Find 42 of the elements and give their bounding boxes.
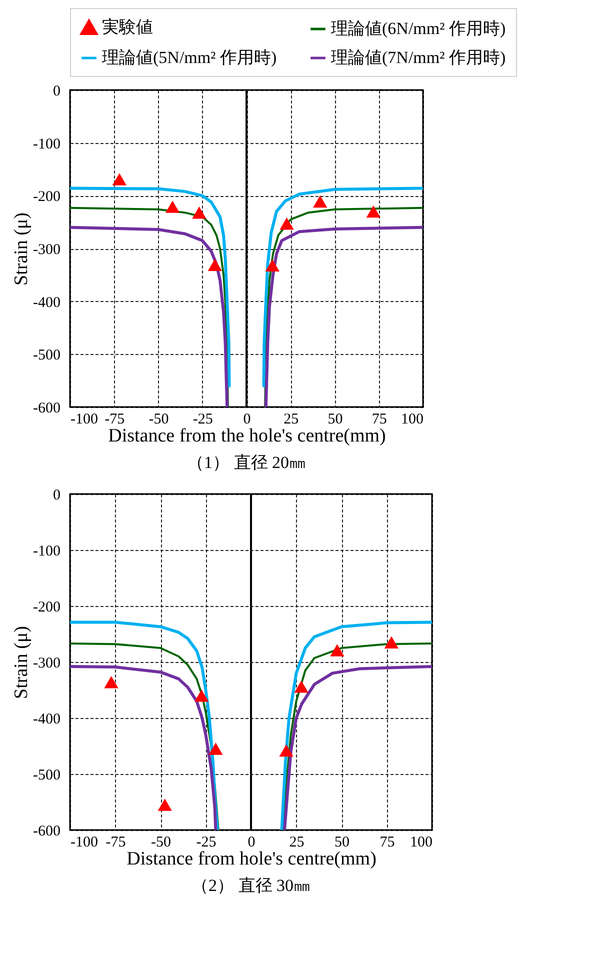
y-tick-label: 0 bbox=[53, 84, 60, 100]
x-tick-label: 25 bbox=[284, 412, 299, 428]
text: （2） 直径 30㎜ bbox=[192, 876, 310, 895]
x-tick-label: -75 bbox=[104, 412, 125, 428]
y-tick-label: -300 bbox=[33, 242, 60, 258]
y-tick-label: -100 bbox=[33, 136, 60, 152]
x-tick-label: 25 bbox=[289, 834, 304, 850]
legend-label: 理論値(5N/mm² 作用時) bbox=[102, 48, 277, 67]
y-axis-title: Strain (μ) bbox=[11, 212, 32, 286]
y-tick-label: -600 bbox=[33, 400, 60, 416]
x-tick-label: -25 bbox=[196, 834, 216, 850]
y-tick-label: 0 bbox=[53, 488, 60, 504]
x-tick-label: 100 bbox=[410, 834, 432, 850]
x-tick-label: 75 bbox=[372, 412, 387, 428]
text: （1） 直径 20㎜ bbox=[187, 453, 306, 472]
y-tick-label: -600 bbox=[33, 824, 60, 840]
y-tick-label: -200 bbox=[33, 600, 60, 616]
y-tick-label: -300 bbox=[33, 656, 60, 672]
x-tick-label: -100 bbox=[70, 412, 98, 428]
x-tick-label: -100 bbox=[70, 834, 98, 850]
x-tick-label: 100 bbox=[401, 412, 424, 428]
y-tick-label: -400 bbox=[33, 294, 60, 311]
y-tick-label: -400 bbox=[33, 712, 60, 728]
x-tick-label: 0 bbox=[243, 412, 251, 428]
y-axis-title: Strain (μ) bbox=[11, 626, 32, 699]
x-tick-label: 50 bbox=[328, 412, 343, 428]
x-tick-label: -50 bbox=[151, 834, 171, 850]
x-tick-label: 75 bbox=[380, 834, 395, 850]
x-tick-label: -50 bbox=[148, 412, 169, 428]
x-axis-title: Distance from the hole's centre(mm) bbox=[108, 426, 386, 446]
x-tick-label: 50 bbox=[334, 834, 350, 850]
x-tick-label: -75 bbox=[106, 834, 126, 850]
legend-label: 理論値(7N/mm² 作用時) bbox=[331, 48, 506, 67]
y-tick-label: -200 bbox=[33, 189, 60, 206]
y-tick-label: -500 bbox=[33, 768, 60, 784]
x-tick-label: 0 bbox=[248, 834, 256, 850]
x-axis-title: Distance from hole's centre(mm) bbox=[126, 848, 376, 870]
legend-label: 実験値 bbox=[102, 17, 153, 36]
legend-label: 理論値(6N/mm² 作用時) bbox=[331, 19, 506, 38]
y-tick-label: -500 bbox=[33, 348, 60, 364]
y-tick-label: -100 bbox=[33, 544, 60, 560]
x-tick-label: -25 bbox=[192, 412, 213, 428]
